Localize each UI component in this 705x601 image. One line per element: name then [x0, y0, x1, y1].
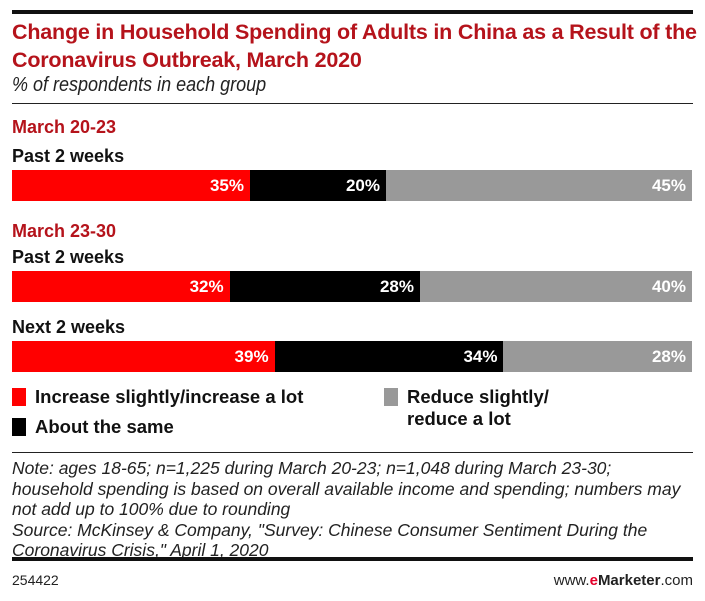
data-label: 28% — [651, 346, 686, 366]
group-label: March 20-23 — [12, 117, 117, 137]
segment-increase: 35% — [12, 170, 250, 201]
data-label: 20% — [345, 175, 380, 195]
subtitle-rule — [12, 103, 693, 104]
segment-same: 28% — [229, 271, 420, 302]
logo-prefix: www. — [553, 572, 590, 589]
legend-label: Reduce slightly/reduce a lot — [407, 386, 549, 430]
legend-label: Increase slightly/increase a lot — [35, 386, 304, 407]
data-label: 32% — [189, 276, 224, 296]
note-text: Note: ages 18-65; n=1,225 during March 2… — [12, 458, 681, 519]
logo-suffix: .com — [660, 572, 693, 589]
segment-reduce: 40% — [419, 271, 692, 302]
bottom-rule — [12, 557, 693, 561]
logo-name: Marketer — [597, 572, 661, 589]
logo-e: e — [589, 572, 598, 589]
chart-subtitle: % of respondents in each group — [12, 74, 267, 96]
stacked-bar: 32% 28% 40% — [12, 271, 692, 302]
legend-item-same: About the same — [12, 416, 174, 438]
legend-label-line: Reduce slightly/ — [407, 386, 549, 407]
row-label: Past 2 weeks — [12, 146, 125, 166]
segment-increase: 32% — [12, 271, 230, 302]
data-label: 39% — [234, 346, 269, 366]
legend-item-reduce: Reduce slightly/reduce a lot — [384, 386, 549, 430]
emarketer-logo: www.eMarketer.com — [554, 572, 693, 589]
stacked-bar: 35% 20% 45% — [12, 170, 692, 201]
data-label: 35% — [209, 175, 244, 195]
segment-reduce: 28% — [503, 341, 692, 372]
row-label: Past 2 weeks — [12, 247, 125, 267]
group-label: March 23-30 — [12, 221, 117, 241]
legend-item-increase: Increase slightly/increase a lot — [12, 386, 303, 408]
legend-rule — [12, 452, 693, 453]
chart-title: Change in Household Spending of Adults i… — [12, 20, 697, 72]
legend-swatch-reduce — [384, 388, 398, 406]
legend-swatch-same — [12, 418, 26, 436]
segment-same: 20% — [250, 170, 386, 201]
data-label: 40% — [651, 276, 686, 296]
row-label: Next 2 weeks — [12, 317, 126, 337]
legend-label-line: reduce a lot — [407, 408, 511, 429]
chart-id: 254422 — [12, 572, 59, 588]
data-label: 45% — [651, 175, 686, 195]
notes: Note: ages 18-65; n=1,225 during March 2… — [12, 458, 692, 561]
top-rule — [12, 10, 693, 14]
data-label: 34% — [463, 346, 498, 366]
data-label: 28% — [379, 276, 414, 296]
segment-increase: 39% — [12, 341, 275, 372]
source-text: Source: McKinsey & Company, "Survey: Chi… — [12, 519, 648, 561]
legend-swatch-increase — [12, 388, 26, 406]
legend-label: About the same — [35, 416, 174, 437]
segment-reduce: 45% — [386, 170, 692, 201]
stacked-bar: 39% 34% 28% — [12, 341, 692, 372]
segment-same: 34% — [274, 341, 504, 372]
